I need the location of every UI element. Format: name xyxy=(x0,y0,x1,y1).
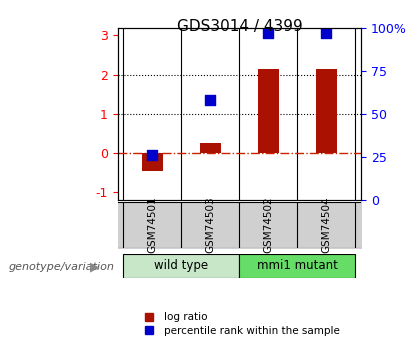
Text: ▶: ▶ xyxy=(90,261,100,274)
Text: GSM74503: GSM74503 xyxy=(205,197,215,254)
Point xyxy=(323,30,330,36)
Text: GSM74502: GSM74502 xyxy=(263,197,273,254)
Bar xyxy=(200,143,221,153)
Text: wild type: wild type xyxy=(154,259,208,272)
Text: mmi1 mutant: mmi1 mutant xyxy=(257,259,338,272)
Bar xyxy=(316,69,336,153)
Text: GSM74501: GSM74501 xyxy=(147,197,158,254)
Point xyxy=(265,30,272,36)
Point xyxy=(149,152,156,158)
Bar xyxy=(142,153,163,171)
Text: genotype/variation: genotype/variation xyxy=(8,263,114,272)
FancyBboxPatch shape xyxy=(123,254,239,278)
Point xyxy=(207,97,214,103)
FancyBboxPatch shape xyxy=(239,254,355,278)
Text: GSM74504: GSM74504 xyxy=(321,197,331,254)
Bar xyxy=(258,69,278,153)
Legend: log ratio, percentile rank within the sample: log ratio, percentile rank within the sa… xyxy=(135,308,344,340)
Text: GDS3014 / 4399: GDS3014 / 4399 xyxy=(176,19,302,34)
